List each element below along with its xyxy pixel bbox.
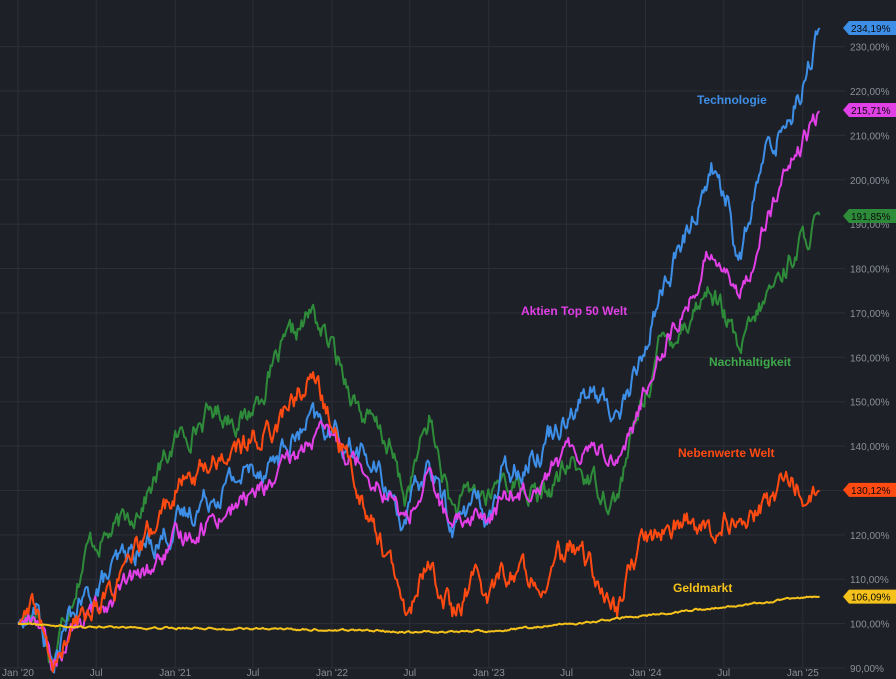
series-line-technologie <box>17 27 821 674</box>
x-tick-label: Jan '22 <box>316 668 348 679</box>
end-value-badge: 215,71% <box>843 103 896 118</box>
x-tick-label: Jan '23 <box>473 668 505 679</box>
series-lines <box>17 27 821 674</box>
x-tick-label: Jan '25 <box>787 668 819 679</box>
series-label-aktien-top-50-welt: Aktien Top 50 Welt <box>521 304 627 318</box>
x-tick-label: Jul <box>717 668 730 679</box>
y-tick-label: 120,00% <box>850 531 890 542</box>
y-tick-label: 140,00% <box>850 442 890 453</box>
series-line-nachhaltigkeit <box>17 211 821 672</box>
series-label-technologie: Technologie <box>697 93 767 107</box>
grid-lines <box>0 0 845 669</box>
y-tick-label: 180,00% <box>850 265 890 276</box>
x-tick-label: Jan '21 <box>159 668 191 679</box>
y-tick-label: 190,00% <box>850 220 890 231</box>
y-tick-label: 110,00% <box>850 575 889 586</box>
badge-value: 130,12% <box>851 486 891 497</box>
x-tick-label: Jul <box>560 668 573 679</box>
y-tick-label: 220,00% <box>850 87 890 98</box>
series-line-geldmarkt <box>17 595 820 634</box>
end-value-badges: 191,85% 234,19% 215,71% 130,12% 106,09% <box>843 21 896 604</box>
series-label-nebenwerte-welt: Nebenwerte Welt <box>678 446 774 460</box>
series-labels: Nachhaltigkeit Technologie Aktien Top 50 W… <box>521 93 791 595</box>
x-axis-ticks: Jan '20 Jul Jan '21 Jul Jan '22 Jul Jan '23 Jul… <box>2 668 819 679</box>
series-line-nebenwerte-welt <box>18 371 820 673</box>
end-value-badge: 234,19% <box>843 21 896 36</box>
y-tick-label: 160,00% <box>850 353 890 364</box>
badge-value: 106,09% <box>851 593 891 604</box>
x-tick-label: Jan '24 <box>630 668 662 679</box>
y-tick-label: 210,00% <box>850 131 890 142</box>
badge-shape <box>843 103 896 118</box>
badge-shape <box>843 482 896 497</box>
x-tick-label: Jul <box>90 668 103 679</box>
y-tick-label: 150,00% <box>850 398 890 409</box>
series-label-geldmarkt: Geldmarkt <box>673 581 732 595</box>
end-value-badge: 130,12% <box>843 482 896 497</box>
badge-value: 191,85% <box>851 212 891 223</box>
y-tick-label: 200,00% <box>850 176 890 187</box>
series-label-nachhaltigkeit: Nachhaltigkeit <box>709 355 791 369</box>
badge-shape <box>843 208 896 223</box>
y-tick-label: 230,00% <box>850 43 890 54</box>
series-line-aktien-top-50-welt <box>17 110 821 671</box>
x-tick-label: Jul <box>403 668 416 679</box>
badge-value: 234,19% <box>851 24 891 35</box>
end-value-badge: 191,85% <box>843 208 896 223</box>
y-tick-label: 100,00% <box>850 620 890 631</box>
y-tick-label: 90,00% <box>850 664 884 675</box>
badge-shape <box>843 589 896 604</box>
badge-value: 215,71% <box>851 106 891 117</box>
x-tick-label: Jul <box>247 668 260 679</box>
badge-shape <box>843 21 896 36</box>
x-tick-label: Jan '20 <box>2 668 34 679</box>
y-axis: 90,00%100,00%110,00%120,00%130,00%140,00… <box>850 43 890 675</box>
end-value-badge: 106,09% <box>843 589 896 604</box>
y-tick-label: 170,00% <box>850 309 890 320</box>
